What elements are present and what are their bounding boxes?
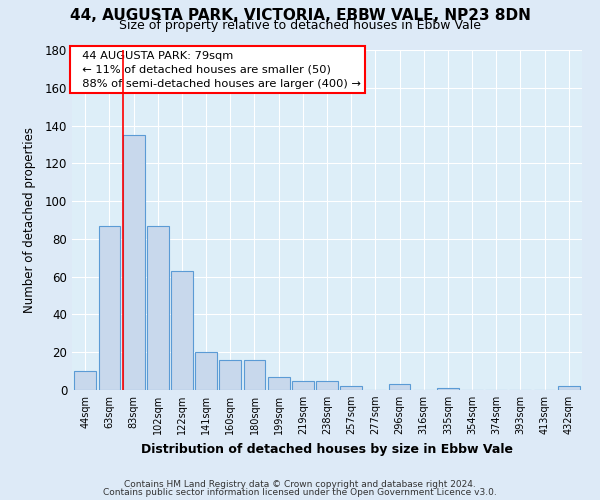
Bar — [171, 271, 193, 390]
Text: Size of property relative to detached houses in Ebbw Vale: Size of property relative to detached ho… — [119, 18, 481, 32]
Bar — [292, 380, 314, 390]
Text: Contains HM Land Registry data © Crown copyright and database right 2024.: Contains HM Land Registry data © Crown c… — [124, 480, 476, 489]
Bar — [74, 371, 96, 390]
X-axis label: Distribution of detached houses by size in Ebbw Vale: Distribution of detached houses by size … — [141, 442, 513, 456]
Bar — [316, 380, 338, 390]
Y-axis label: Number of detached properties: Number of detached properties — [23, 127, 37, 313]
Bar — [123, 135, 145, 390]
Text: 44 AUGUSTA PARK: 79sqm
  ← 11% of detached houses are smaller (50)
  88% of semi: 44 AUGUSTA PARK: 79sqm ← 11% of detached… — [74, 50, 361, 88]
Bar — [220, 360, 241, 390]
Bar — [268, 377, 290, 390]
Bar — [195, 352, 217, 390]
Bar — [98, 226, 121, 390]
Bar — [244, 360, 265, 390]
Bar — [389, 384, 410, 390]
Bar — [147, 226, 169, 390]
Bar — [340, 386, 362, 390]
Text: Contains public sector information licensed under the Open Government Licence v3: Contains public sector information licen… — [103, 488, 497, 497]
Bar — [437, 388, 459, 390]
Text: 44, AUGUSTA PARK, VICTORIA, EBBW VALE, NP23 8DN: 44, AUGUSTA PARK, VICTORIA, EBBW VALE, N… — [70, 8, 530, 22]
Bar — [558, 386, 580, 390]
